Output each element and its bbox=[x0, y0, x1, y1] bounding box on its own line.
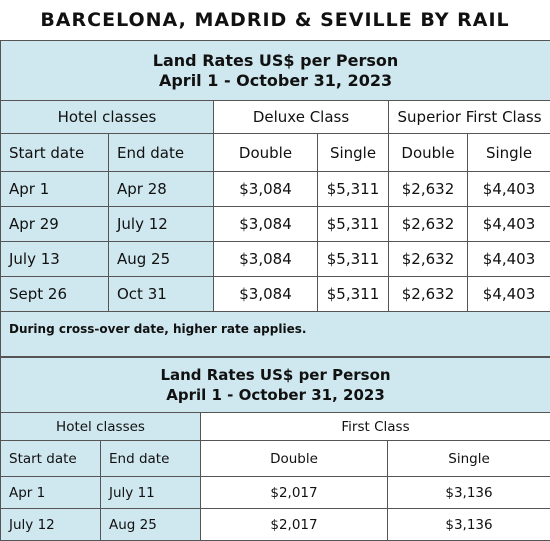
rate-cell: $4,403 bbox=[468, 207, 550, 242]
column-header: Single bbox=[318, 134, 389, 172]
rate-cell: $5,311 bbox=[318, 207, 389, 242]
column-header: Start date bbox=[1, 441, 101, 477]
rate-cell: $2,017 bbox=[201, 509, 388, 541]
rate-cell: $2,632 bbox=[389, 277, 468, 312]
heading-line: Land Rates US$ per Person bbox=[9, 51, 542, 71]
group-header: Deluxe Class bbox=[214, 101, 389, 134]
heading-line: April 1 - October 31, 2023 bbox=[9, 385, 542, 405]
date-cell: July 12 bbox=[109, 207, 214, 242]
column-header: Double bbox=[214, 134, 318, 172]
rate-cell: $5,311 bbox=[318, 277, 389, 312]
rate-cell: $3,084 bbox=[214, 172, 318, 207]
rate-cell: $3,084 bbox=[214, 277, 318, 312]
column-header: Single bbox=[388, 441, 550, 477]
date-cell: July 13 bbox=[1, 242, 109, 277]
date-cell: Aug 25 bbox=[109, 242, 214, 277]
group-header: Superior First Class bbox=[389, 101, 550, 134]
date-cell: July 12 bbox=[1, 509, 101, 541]
rate-cell: $2,632 bbox=[389, 207, 468, 242]
column-header: Double bbox=[389, 134, 468, 172]
date-cell: July 11 bbox=[101, 477, 201, 509]
rate-cell: $5,311 bbox=[318, 172, 389, 207]
rate-cell: $3,136 bbox=[388, 509, 550, 541]
heading-line: Land Rates US$ per Person bbox=[9, 365, 542, 385]
group-header: Hotel classes bbox=[1, 101, 214, 134]
column-header: End date bbox=[101, 441, 201, 477]
page-title: BARCELONA, MADRID & SEVILLE BY RAIL bbox=[0, 0, 550, 40]
rate-cell: $3,084 bbox=[214, 242, 318, 277]
note: During cross-over date, higher rate appl… bbox=[1, 312, 550, 357]
rate-cell: $2,017 bbox=[201, 477, 388, 509]
column-header: End date bbox=[109, 134, 214, 172]
heading-line: April 1 - October 31, 2023 bbox=[9, 71, 542, 91]
rate-cell: $4,403 bbox=[468, 242, 550, 277]
rate-cell: $5,311 bbox=[318, 242, 389, 277]
date-cell: Apr 1 bbox=[1, 172, 109, 207]
column-header: Single bbox=[468, 134, 550, 172]
note-row: During cross-over date, higher rate appl… bbox=[1, 312, 550, 357]
rate-cell: $3,084 bbox=[214, 207, 318, 242]
rate-cell: $4,403 bbox=[468, 172, 550, 207]
rate-cell: $3,136 bbox=[388, 477, 550, 509]
group-header: Hotel classes bbox=[1, 413, 201, 441]
rate-cell: $2,632 bbox=[389, 172, 468, 207]
rate-cell: $2,632 bbox=[389, 242, 468, 277]
date-cell: Oct 31 bbox=[109, 277, 214, 312]
column-header: Start date bbox=[1, 134, 109, 172]
date-cell: Apr 28 bbox=[109, 172, 214, 207]
date-cell: Aug 25 bbox=[101, 509, 201, 541]
group-header: First Class bbox=[201, 413, 550, 441]
date-cell: Sept 26 bbox=[1, 277, 109, 312]
date-cell: Apr 1 bbox=[1, 477, 101, 509]
column-header: Double bbox=[201, 441, 388, 477]
rate-cell: $4,403 bbox=[468, 277, 550, 312]
date-cell: Apr 29 bbox=[1, 207, 109, 242]
